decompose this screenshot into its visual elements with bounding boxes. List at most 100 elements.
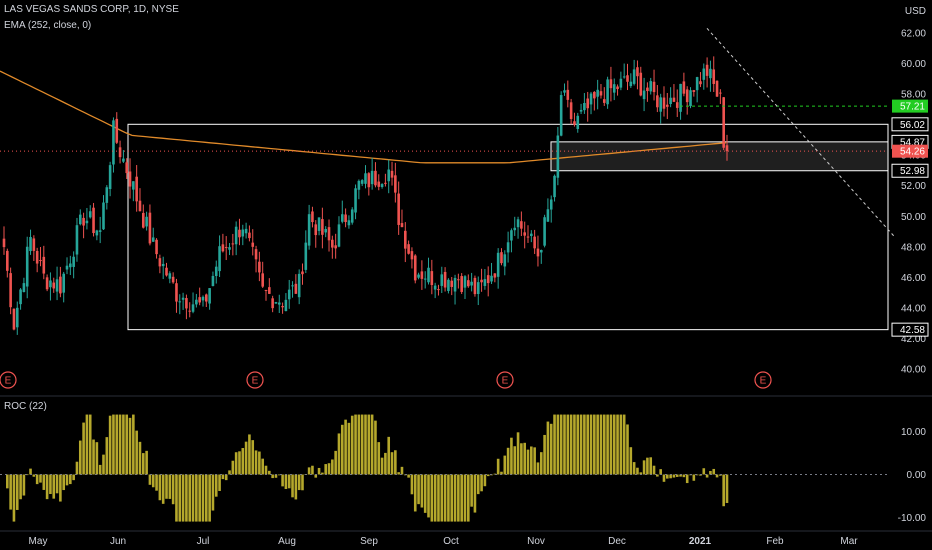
candle-body (586, 98, 590, 109)
candle-body (549, 199, 553, 210)
roc-bar (563, 414, 566, 475)
candle-body (636, 67, 639, 77)
candle-body (440, 274, 444, 286)
roc-bar (715, 474, 719, 478)
candle-body (9, 273, 12, 308)
candle-body (102, 202, 105, 230)
candle (208, 288, 211, 310)
earnings-label: E (252, 376, 259, 387)
ema-line (0, 70, 727, 164)
roc-bar (632, 462, 636, 475)
price-tag: 42.58 (891, 322, 929, 337)
candle-body (536, 248, 540, 257)
candle (151, 227, 155, 242)
roc-bar (271, 474, 274, 479)
candle-body (662, 97, 666, 109)
roc-bar (649, 457, 653, 475)
candle-body (25, 246, 29, 287)
earnings-marker: E (0, 371, 17, 389)
candle (15, 301, 19, 335)
earnings-marker: E (496, 371, 514, 389)
candle-body (65, 265, 69, 270)
candle-body (122, 158, 125, 162)
candle-body (450, 280, 454, 287)
candle (334, 233, 337, 259)
roc-bar (75, 461, 79, 475)
roc-bar (55, 474, 59, 494)
candle-body (62, 273, 65, 293)
roc-bar (675, 474, 679, 477)
candle (304, 230, 308, 274)
candle (725, 134, 729, 161)
roc-bar (430, 474, 434, 522)
roc-bar (128, 417, 132, 475)
candle-body (158, 258, 162, 267)
candle-body (576, 115, 580, 129)
candle (549, 195, 553, 223)
candle (344, 208, 347, 228)
roc-bar (264, 465, 268, 475)
roc-bar (410, 474, 414, 495)
candle (420, 260, 424, 290)
zone-rectangles (127, 123, 889, 331)
candle (463, 275, 467, 299)
candle-body (403, 230, 407, 249)
candle-body (218, 246, 221, 272)
candle (244, 222, 248, 239)
roc-bar (165, 474, 168, 499)
candle (659, 93, 662, 124)
roc-bar (496, 458, 500, 475)
candle-body (148, 212, 152, 244)
candle-body (168, 273, 172, 279)
candle-body (39, 260, 42, 262)
candle-body (178, 301, 182, 303)
earnings-label: E (760, 376, 767, 387)
candle (490, 262, 493, 284)
roc-bar (709, 470, 712, 475)
candle (533, 229, 536, 254)
candle (467, 274, 470, 288)
candle (437, 284, 440, 296)
candle (536, 235, 540, 267)
roc-bar (423, 474, 427, 513)
candle (473, 275, 477, 297)
candle-body (709, 68, 712, 79)
roc-bar (642, 460, 646, 475)
candle (29, 229, 32, 255)
roc-bar (234, 452, 238, 475)
candle-body (69, 263, 72, 268)
candle (108, 161, 112, 197)
candle (331, 235, 334, 259)
candle (261, 261, 264, 288)
candle-body (486, 275, 490, 284)
candle (506, 231, 510, 263)
candle-body (490, 275, 493, 282)
candle (364, 165, 367, 189)
candle-body (291, 285, 294, 287)
roc-bar (277, 474, 281, 476)
candle (82, 212, 85, 239)
candle-body (622, 76, 626, 78)
roc-bar (692, 474, 696, 481)
candle-body (400, 223, 404, 228)
candle-body (307, 214, 311, 246)
candle-body (32, 238, 36, 251)
candle (394, 162, 397, 203)
roc-bar (185, 474, 188, 522)
roc-bar (135, 430, 138, 475)
candle (649, 77, 653, 95)
candle (191, 292, 195, 314)
roc-bar (599, 414, 603, 475)
candle-body (251, 242, 255, 247)
candle-body (45, 277, 49, 290)
candle-body (602, 99, 606, 103)
candle-body (589, 93, 593, 105)
candle (52, 277, 56, 293)
candle (719, 89, 722, 104)
candle-body (596, 89, 599, 97)
candle-body (151, 237, 155, 242)
candle-body (612, 84, 616, 93)
roc-bar (108, 415, 112, 475)
candle (374, 162, 377, 188)
